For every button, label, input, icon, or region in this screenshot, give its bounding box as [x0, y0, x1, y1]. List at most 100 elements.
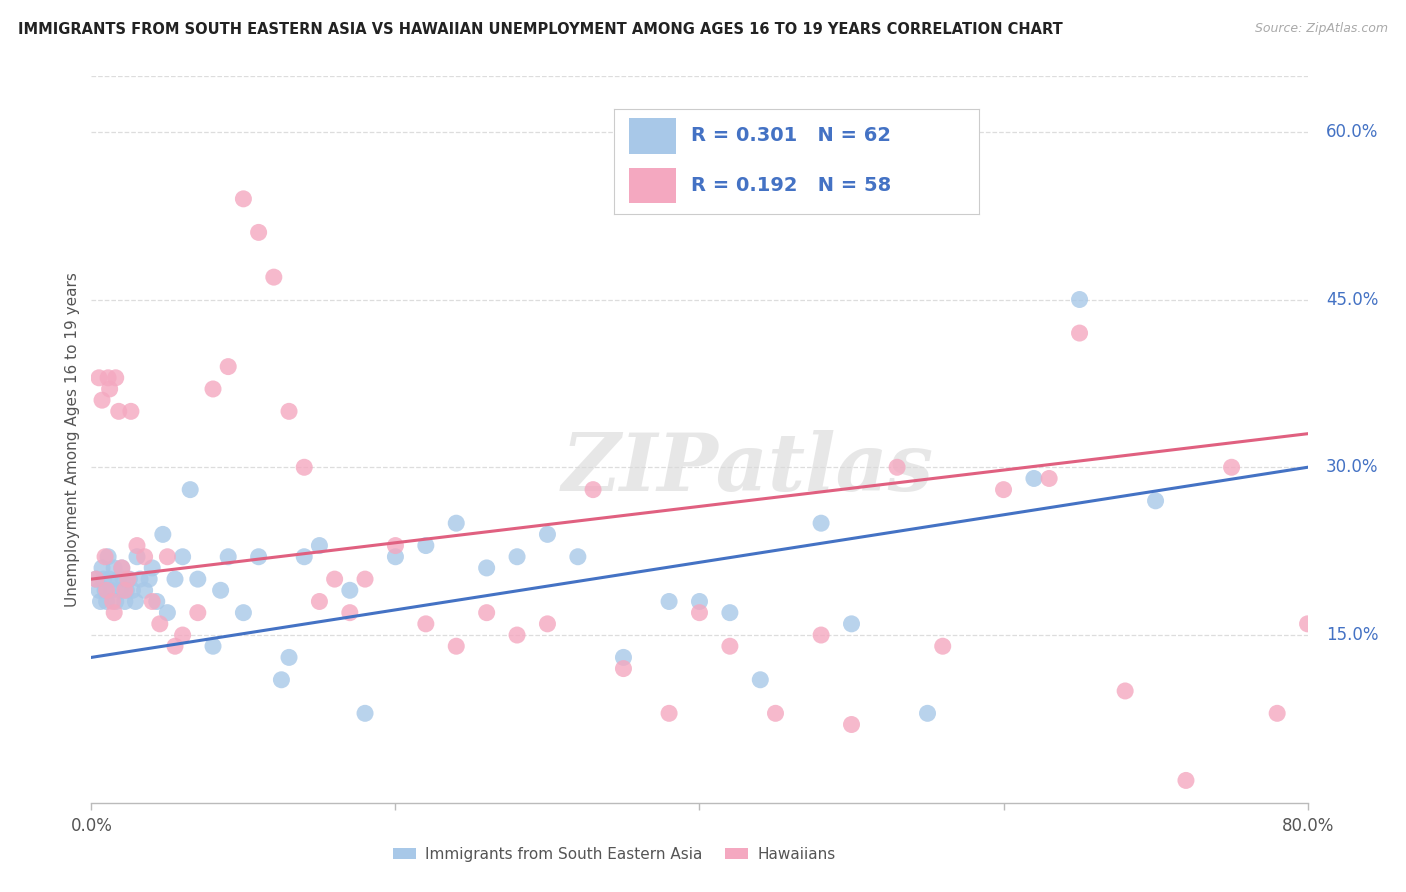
Text: R = 0.301   N = 62: R = 0.301 N = 62	[690, 127, 891, 145]
Point	[917, 706, 939, 721]
Point	[209, 583, 232, 598]
Text: 30.0%: 30.0%	[1326, 458, 1378, 476]
Point	[475, 606, 498, 620]
Point	[100, 583, 122, 598]
Point	[278, 404, 301, 418]
Point	[107, 404, 129, 418]
Point	[103, 606, 125, 620]
Point	[993, 483, 1015, 497]
Point	[688, 594, 710, 608]
Point	[1069, 326, 1091, 340]
Point	[152, 527, 174, 541]
Point	[179, 483, 201, 497]
Point	[163, 639, 186, 653]
Point	[156, 549, 179, 564]
Point	[270, 673, 292, 687]
Point	[96, 583, 118, 598]
Point	[96, 594, 118, 608]
Point	[765, 706, 787, 721]
Point	[582, 483, 605, 497]
Point	[810, 628, 832, 642]
Point	[444, 639, 467, 653]
Point	[114, 594, 136, 608]
Y-axis label: Unemployment Among Ages 16 to 19 years: Unemployment Among Ages 16 to 19 years	[65, 272, 80, 607]
Point	[841, 616, 863, 631]
Point	[141, 594, 163, 608]
Point	[354, 706, 377, 721]
Point	[94, 583, 117, 598]
Text: ZIPatlas: ZIPatlas	[562, 430, 934, 508]
Point	[156, 606, 179, 620]
Point	[149, 616, 172, 631]
Point	[114, 583, 136, 598]
Point	[1038, 471, 1060, 485]
Point	[141, 561, 163, 575]
Text: IMMIGRANTS FROM SOUTH EASTERN ASIA VS HAWAIIAN UNEMPLOYMENT AMONG AGES 16 TO 19 : IMMIGRANTS FROM SOUTH EASTERN ASIA VS HA…	[18, 22, 1063, 37]
Point	[323, 572, 346, 586]
Point	[1114, 684, 1136, 698]
Point	[187, 606, 209, 620]
Point	[308, 594, 330, 608]
Point	[1175, 773, 1198, 788]
Point	[1296, 616, 1319, 631]
Point	[84, 572, 107, 586]
Point	[104, 594, 127, 608]
Point	[749, 673, 772, 687]
Point	[104, 371, 127, 385]
Point	[89, 594, 111, 608]
Point	[339, 606, 361, 620]
Point	[415, 539, 437, 553]
Point	[718, 639, 741, 653]
Point	[97, 549, 120, 564]
Point	[134, 583, 156, 598]
Point	[202, 639, 225, 653]
Point	[931, 639, 953, 653]
Point	[111, 561, 134, 575]
Point	[384, 539, 406, 553]
Point	[145, 594, 167, 608]
Point	[110, 583, 132, 598]
Text: R = 0.192   N = 58: R = 0.192 N = 58	[690, 176, 891, 195]
Point	[101, 594, 124, 608]
Point	[129, 572, 152, 586]
Point	[1220, 460, 1243, 475]
Point	[247, 549, 270, 564]
Point	[98, 572, 121, 586]
Point	[292, 549, 315, 564]
Text: 15.0%: 15.0%	[1326, 626, 1378, 644]
Point	[117, 572, 139, 586]
Point	[124, 594, 146, 608]
Point	[810, 516, 832, 531]
Point	[339, 583, 361, 598]
Point	[93, 572, 115, 586]
Point	[107, 572, 129, 586]
Point	[91, 393, 114, 408]
Point	[94, 549, 117, 564]
Point	[444, 516, 467, 531]
Point	[567, 549, 589, 564]
Point	[1265, 706, 1288, 721]
Text: 45.0%: 45.0%	[1326, 291, 1378, 309]
Point	[87, 371, 110, 385]
Point	[111, 561, 134, 575]
Point	[232, 606, 254, 620]
Point	[415, 616, 437, 631]
Point	[688, 606, 710, 620]
Point	[121, 583, 143, 598]
Point	[84, 572, 107, 586]
Point	[138, 572, 160, 586]
Point	[217, 359, 239, 374]
Point	[658, 594, 681, 608]
Point	[125, 539, 148, 553]
Point	[506, 628, 529, 642]
Point	[1022, 471, 1045, 485]
Point	[202, 382, 225, 396]
Point	[103, 561, 125, 575]
Point	[292, 460, 315, 475]
Text: 60.0%: 60.0%	[1326, 123, 1378, 141]
Point	[263, 270, 285, 285]
Point	[308, 539, 330, 553]
Point	[612, 662, 634, 676]
Point	[217, 549, 239, 564]
Point	[718, 606, 741, 620]
